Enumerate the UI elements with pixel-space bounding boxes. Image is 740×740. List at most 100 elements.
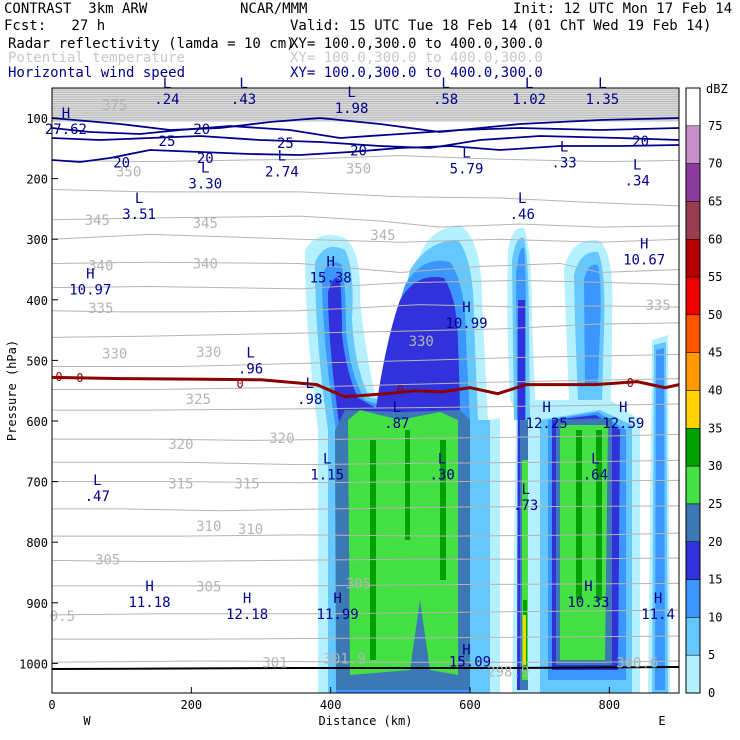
extremum-H-marker: H — [640, 236, 648, 252]
extremum-value: 1.02 — [512, 92, 546, 108]
field-reflectivity-name: Radar reflectivity (lamda = 10 cm) — [8, 36, 295, 52]
theta-contour-label: 320 — [168, 437, 193, 453]
extremum-value: 11.99 — [317, 607, 359, 623]
extremum-L-marker: L — [462, 146, 470, 162]
theta-contour-line — [52, 189, 679, 207]
y-tick-label: 600 — [26, 415, 48, 429]
extremum-L-marker: L — [201, 161, 209, 177]
theta-contour-line — [52, 155, 679, 163]
x-tick-label: 400 — [320, 698, 342, 712]
extremum-value: .96 — [238, 361, 263, 377]
colorbar-swatch — [685, 617, 701, 656]
theta-contour-label: 315 — [168, 477, 193, 493]
extremum-L-marker: L — [522, 482, 530, 498]
theta-contour-line — [52, 582, 679, 587]
extremum-H-marker: H — [326, 255, 334, 271]
theta-contour-label: 310 — [238, 522, 263, 538]
extremum-value: .47 — [85, 489, 110, 505]
theta-contour-line — [52, 459, 679, 466]
extremum-value: 2.74 — [265, 165, 299, 181]
theta-contour-line — [52, 505, 679, 512]
extremum-value: 3.51 — [122, 207, 156, 223]
theta-contour-label: 350 — [346, 162, 371, 178]
theta-contour-label: 310 — [196, 519, 221, 535]
extremum-L-marker: L — [239, 76, 247, 92]
extremum-L-marker: L — [518, 191, 526, 207]
extremum-value: .98 — [297, 392, 322, 408]
colorbar-swatch — [685, 503, 701, 542]
theta-contour-line — [52, 304, 679, 313]
field-theta-name: Potential temperature — [8, 50, 186, 66]
colorbar-level-label: 30 — [708, 459, 722, 473]
colorbar-swatch — [685, 654, 701, 694]
field-wind-xy: XY= 100.0,300.0 to 400.0,300.0 — [290, 65, 543, 81]
extremum-value: .24 — [154, 92, 179, 108]
colorbar-swatch — [685, 201, 701, 240]
wind-contour-line — [52, 125, 679, 139]
theta-contour-label: 375 — [102, 98, 127, 114]
extremum-value: 12.18 — [226, 607, 268, 623]
extremum-L-marker: L — [246, 345, 254, 361]
extremum-H-marker: H — [145, 579, 153, 595]
reflectivity-region-35dbz — [370, 440, 376, 660]
extremum-L-marker: L — [278, 149, 286, 165]
extremum-H-marker: H — [333, 591, 341, 607]
colorbar-swatch — [685, 163, 701, 202]
theta-contour-label: 330 — [102, 346, 127, 362]
extremum-L-marker: L — [598, 76, 606, 92]
colorbar-level-label: 55 — [708, 270, 722, 284]
extremum-H-marker: H — [619, 400, 627, 416]
colorbar-level-label: 10 — [708, 610, 722, 624]
colorbar-swatch — [685, 276, 701, 316]
wind-contour-label: 20 — [193, 122, 210, 138]
extremum-value: 12.25 — [526, 416, 568, 432]
wind-contour-label: 25 — [277, 136, 294, 152]
theta-contour-line — [52, 557, 679, 563]
colorbar-level-label: 50 — [708, 308, 722, 322]
freezing-level-label: 0 — [55, 370, 62, 384]
extra-label: H — [462, 642, 470, 658]
colorbar-swatch — [685, 314, 701, 353]
freezing-level-line — [52, 375, 679, 399]
theta-contour-line — [52, 609, 679, 616]
y-tick-label: 500 — [26, 354, 48, 368]
theta-contour-label: 325 — [186, 392, 211, 408]
extremum-value: 10.99 — [445, 316, 487, 332]
theta-contour-line — [52, 279, 679, 290]
extremum-value: 5.79 — [450, 162, 484, 178]
extremum-value: .30 — [429, 468, 454, 484]
reflectivity-region-35dbz — [596, 430, 602, 600]
colorbar-swatch — [685, 465, 701, 505]
endpoint-east-label: E — [658, 714, 665, 728]
theta-contour-label: 350 — [116, 165, 141, 181]
extremum-L-marker: L — [135, 191, 143, 207]
theta-band — [52, 88, 679, 122]
theta-contour-label: 298.9 — [487, 664, 529, 680]
colorbar-level-label: 60 — [708, 232, 722, 246]
reflectivity-region-35dbz — [440, 440, 446, 580]
extremum-value: .33 — [551, 155, 576, 171]
colorbar-swatch — [685, 352, 701, 391]
header-valid: Valid: 15 UTC Tue 18 Feb 14 (01 ChT Wed … — [290, 18, 712, 34]
extremum-value: 10.97 — [69, 283, 111, 299]
extremum-value: .73 — [513, 498, 538, 514]
header-org: NCAR/MMM — [240, 1, 308, 17]
x-tick-label: 600 — [459, 698, 481, 712]
y-tick-label: 400 — [26, 294, 48, 308]
extremum-value: 15.38 — [310, 271, 352, 287]
extremum-L-marker: L — [306, 376, 314, 392]
extremum-L-marker: L — [438, 452, 446, 468]
colorbar-level-label: 45 — [708, 346, 722, 360]
theta-contour-label: 305 — [346, 577, 371, 593]
extremum-value: 12.59 — [602, 416, 644, 432]
theta-contour-line — [52, 479, 679, 484]
theta-contour-line — [52, 403, 679, 411]
theta-contour-label: 345 — [370, 228, 395, 244]
colorbar-level-label: 75 — [708, 119, 722, 133]
extremum-H-marker: H — [542, 400, 550, 416]
theta-contour-label: 301 — [262, 655, 287, 671]
theta-contour-label: 320 — [269, 431, 294, 447]
extremum-value: .58 — [433, 92, 458, 108]
colorbar-level-label: 5 — [708, 648, 715, 662]
